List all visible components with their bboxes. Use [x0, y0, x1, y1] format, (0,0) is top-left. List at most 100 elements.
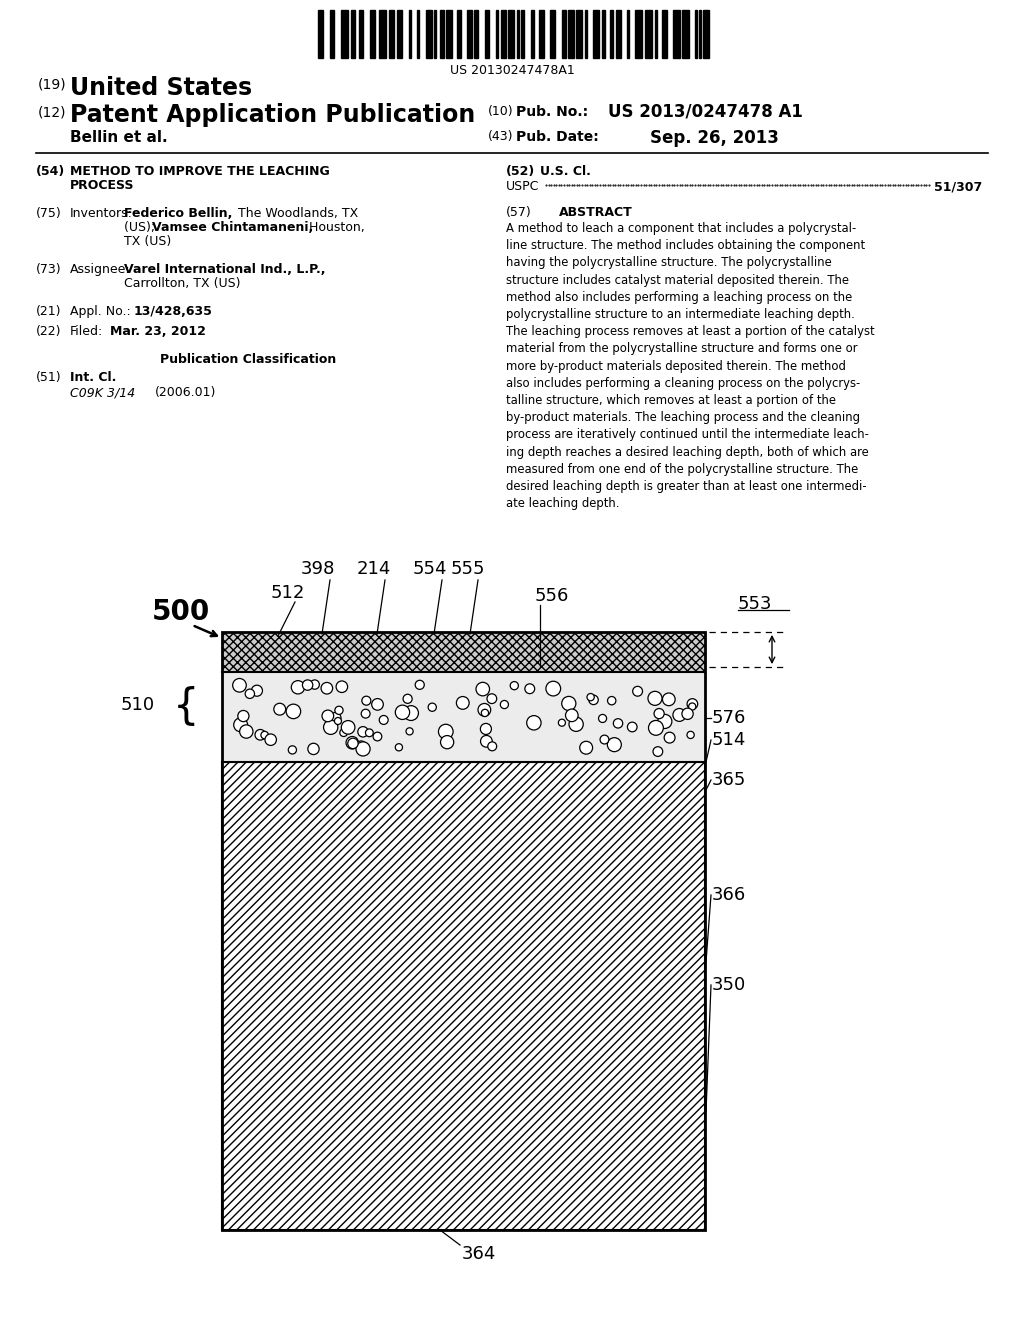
Circle shape: [457, 697, 469, 709]
Circle shape: [356, 742, 370, 756]
Bar: [562, 11, 566, 58]
Circle shape: [322, 710, 334, 722]
Bar: [397, 11, 402, 58]
Circle shape: [415, 680, 424, 689]
Bar: [389, 11, 394, 58]
Circle shape: [308, 743, 319, 755]
Circle shape: [438, 725, 454, 739]
Bar: [467, 11, 472, 58]
Bar: [222, 762, 705, 1230]
Bar: [521, 11, 524, 58]
Text: Bellin et al.: Bellin et al.: [70, 129, 168, 145]
Circle shape: [395, 705, 410, 719]
Text: United States: United States: [70, 77, 252, 100]
Circle shape: [657, 714, 672, 729]
Text: Pub. Date:: Pub. Date:: [516, 129, 599, 144]
Bar: [602, 11, 605, 58]
Text: (19): (19): [38, 78, 67, 92]
Circle shape: [673, 709, 686, 722]
Circle shape: [689, 704, 696, 710]
Text: 556: 556: [535, 587, 569, 605]
Bar: [585, 11, 587, 58]
Circle shape: [233, 718, 248, 731]
Text: 510: 510: [121, 696, 155, 714]
Circle shape: [324, 721, 338, 734]
Bar: [673, 11, 680, 58]
Circle shape: [240, 725, 253, 738]
Circle shape: [599, 714, 606, 722]
Text: (51): (51): [36, 371, 61, 384]
Bar: [615, 11, 622, 58]
Circle shape: [587, 693, 594, 701]
Circle shape: [480, 723, 492, 734]
Text: The Woodlands, TX: The Woodlands, TX: [234, 207, 358, 220]
Bar: [358, 11, 362, 58]
Circle shape: [478, 704, 490, 717]
Text: (2006.01): (2006.01): [155, 385, 216, 399]
Text: US 2013/0247478 A1: US 2013/0247478 A1: [608, 103, 803, 121]
Text: (12): (12): [38, 106, 67, 119]
Text: C09K 3/14: C09K 3/14: [70, 385, 135, 399]
Circle shape: [403, 694, 413, 704]
Bar: [654, 11, 656, 58]
Text: Filed:: Filed:: [70, 325, 103, 338]
Circle shape: [348, 738, 358, 748]
Text: 214: 214: [356, 560, 391, 578]
Circle shape: [261, 731, 268, 739]
Circle shape: [562, 697, 575, 710]
Text: (10): (10): [488, 106, 514, 117]
Circle shape: [330, 713, 341, 723]
Circle shape: [403, 706, 419, 721]
Text: (73): (73): [36, 263, 61, 276]
Bar: [682, 11, 688, 58]
Text: 365: 365: [712, 771, 746, 789]
Bar: [433, 11, 435, 58]
Circle shape: [310, 680, 319, 689]
Bar: [662, 11, 668, 58]
Circle shape: [428, 704, 436, 711]
Bar: [330, 11, 334, 58]
Circle shape: [682, 708, 693, 719]
Bar: [627, 11, 629, 58]
Text: (22): (22): [36, 325, 61, 338]
Circle shape: [613, 718, 623, 729]
Text: 366: 366: [712, 886, 746, 904]
Bar: [485, 11, 489, 58]
Bar: [439, 11, 443, 58]
Text: 512: 512: [270, 583, 305, 602]
Text: {: {: [173, 686, 200, 729]
Bar: [568, 11, 573, 58]
Text: Publication Classification: Publication Classification: [160, 352, 336, 366]
Bar: [516, 11, 519, 58]
Text: Appl. No.:: Appl. No.:: [70, 305, 131, 318]
Circle shape: [558, 719, 565, 726]
Circle shape: [663, 693, 675, 706]
Text: Pub. No.:: Pub. No.:: [516, 106, 588, 119]
Text: 555: 555: [451, 560, 485, 578]
Bar: [508, 11, 514, 58]
Circle shape: [510, 681, 518, 690]
Circle shape: [569, 717, 584, 731]
Circle shape: [589, 696, 598, 705]
Bar: [539, 11, 545, 58]
Circle shape: [265, 734, 276, 746]
Bar: [636, 11, 642, 58]
Circle shape: [525, 684, 535, 693]
Text: METHOD TO IMPROVE THE LEACHING: METHOD TO IMPROVE THE LEACHING: [70, 165, 330, 178]
Circle shape: [302, 680, 312, 690]
Circle shape: [232, 678, 247, 692]
Circle shape: [648, 721, 664, 735]
Text: 576: 576: [712, 709, 746, 727]
Text: ABSTRACT: ABSTRACT: [559, 206, 633, 219]
Circle shape: [366, 729, 374, 737]
Circle shape: [361, 696, 371, 705]
Text: TX (US): TX (US): [124, 235, 171, 248]
Circle shape: [687, 698, 697, 709]
Text: U.S. Cl.: U.S. Cl.: [540, 165, 591, 178]
Circle shape: [335, 718, 341, 725]
Circle shape: [289, 746, 297, 754]
Circle shape: [580, 742, 593, 754]
Circle shape: [341, 721, 355, 734]
Text: (54): (54): [36, 165, 66, 178]
Circle shape: [440, 735, 454, 748]
